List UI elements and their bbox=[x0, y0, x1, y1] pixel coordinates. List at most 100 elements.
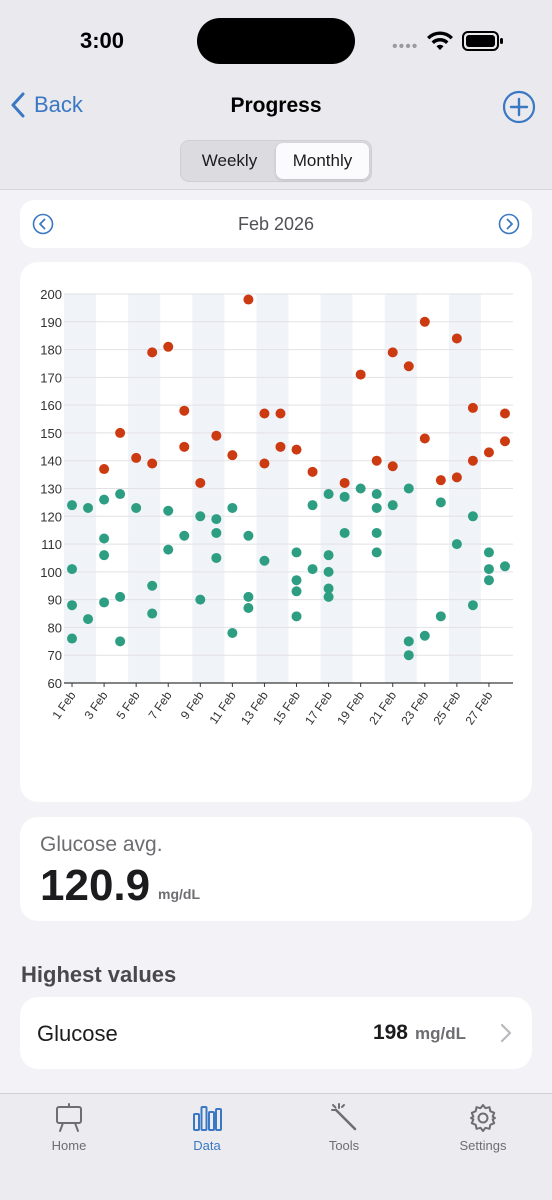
data-point bbox=[339, 527, 350, 538]
data-point bbox=[307, 500, 318, 511]
chevron-left-icon bbox=[11, 92, 25, 118]
data-point bbox=[243, 591, 254, 602]
data-point-high bbox=[499, 436, 510, 447]
tab-tools-label: Tools bbox=[328, 1138, 360, 1153]
data-point-high bbox=[99, 464, 110, 475]
data-point bbox=[467, 511, 478, 522]
data-point bbox=[163, 505, 174, 516]
data-point-high bbox=[291, 444, 302, 455]
data-point-high bbox=[467, 455, 478, 466]
highest-metric-unit: mg/dL bbox=[415, 1024, 466, 1043]
data-point-high bbox=[163, 341, 174, 352]
magic-wand-icon bbox=[331, 1103, 357, 1131]
data-point bbox=[243, 602, 254, 613]
data-point bbox=[307, 564, 318, 575]
chevron-right-icon bbox=[500, 1023, 512, 1043]
add-button[interactable] bbox=[502, 90, 536, 124]
y-tick-label: 120 bbox=[40, 509, 62, 524]
data-point-high bbox=[339, 477, 350, 488]
x-tick-label: 3 Feb bbox=[81, 688, 110, 721]
data-point-high bbox=[419, 433, 430, 444]
data-point bbox=[131, 502, 142, 513]
data-point bbox=[83, 614, 94, 625]
highest-glucose-row[interactable]: Glucose 198 mg/dL bbox=[20, 997, 532, 1069]
tab-data[interactable]: Data bbox=[157, 1102, 257, 1153]
y-tick-label: 140 bbox=[40, 454, 62, 469]
y-tick-label: 170 bbox=[40, 370, 62, 385]
data-point bbox=[371, 527, 382, 538]
y-tick-label: 60 bbox=[48, 676, 62, 691]
data-point bbox=[467, 600, 478, 611]
data-point bbox=[435, 497, 446, 508]
tab-bar: Home Data Tools Settings bbox=[0, 1093, 552, 1200]
back-button[interactable]: Back bbox=[10, 92, 83, 118]
data-point bbox=[147, 580, 158, 591]
y-tick-label: 70 bbox=[48, 648, 62, 663]
data-point bbox=[67, 500, 78, 511]
data-point-high bbox=[227, 450, 238, 461]
data-point-high bbox=[147, 347, 158, 358]
data-point bbox=[195, 594, 206, 605]
y-tick-label: 180 bbox=[40, 343, 62, 358]
data-point-high bbox=[467, 402, 478, 413]
tab-tools[interactable]: Tools bbox=[294, 1102, 394, 1153]
y-tick-label: 130 bbox=[40, 482, 62, 497]
glucose-chart-card: 60 70 80 90 100 110 120 130 140 150 160 170 180 190 20… bbox=[20, 262, 532, 802]
page-title: Progress bbox=[230, 94, 322, 117]
data-point bbox=[323, 489, 334, 500]
data-point bbox=[483, 575, 494, 586]
tab-settings[interactable]: Settings bbox=[433, 1102, 533, 1153]
data-point bbox=[419, 630, 430, 641]
battery-icon bbox=[462, 31, 503, 51]
data-point bbox=[339, 491, 350, 502]
tab-data-label: Data bbox=[193, 1138, 221, 1153]
data-point bbox=[291, 611, 302, 622]
y-tick-label: 190 bbox=[40, 315, 62, 330]
dynamic-island bbox=[197, 18, 355, 64]
data-point bbox=[115, 636, 126, 647]
data-point-high bbox=[387, 347, 398, 358]
period-segmented-control: Weekly Monthly bbox=[180, 140, 372, 182]
tab-settings-label: Settings bbox=[459, 1138, 507, 1153]
next-month-button[interactable] bbox=[498, 213, 520, 235]
data-point bbox=[451, 539, 462, 550]
data-point bbox=[323, 566, 334, 577]
data-point-high bbox=[131, 452, 142, 463]
data-point bbox=[323, 583, 334, 594]
data-point bbox=[83, 502, 94, 513]
data-point bbox=[291, 586, 302, 597]
x-tick-label: 23 Feb bbox=[398, 688, 431, 727]
y-tick-label: 200 bbox=[40, 287, 62, 302]
gear-icon bbox=[470, 1104, 496, 1132]
highest-metric-value: 198 bbox=[372, 1021, 408, 1044]
status-bar: 3:00 •••• bbox=[0, 0, 552, 80]
tab-home[interactable]: Home bbox=[19, 1102, 119, 1153]
data-point bbox=[371, 502, 382, 513]
x-tick-label: 27 Feb bbox=[463, 688, 496, 727]
data-point bbox=[115, 489, 126, 500]
y-tick-label: 150 bbox=[40, 426, 62, 441]
data-point bbox=[179, 530, 190, 541]
data-point bbox=[291, 547, 302, 558]
segment-monthly[interactable]: Monthly bbox=[276, 143, 369, 179]
data-point-high bbox=[275, 441, 286, 452]
data-point bbox=[355, 483, 366, 494]
highest-values-heading: Highest values bbox=[21, 962, 177, 987]
data-point-high bbox=[371, 455, 382, 466]
x-tick-label: 13 Feb bbox=[238, 688, 271, 727]
data-point-high bbox=[243, 294, 254, 305]
data-point bbox=[435, 611, 446, 622]
data-point bbox=[387, 500, 398, 511]
wifi-icon bbox=[427, 31, 453, 50]
segment-weekly[interactable]: Weekly bbox=[201, 151, 258, 170]
month-selector: Feb 2026 bbox=[20, 200, 532, 248]
data-point-high bbox=[195, 477, 206, 488]
data-point-high bbox=[211, 430, 222, 441]
data-point bbox=[323, 550, 334, 561]
data-point bbox=[67, 600, 78, 611]
average-label: Glucose avg. bbox=[40, 833, 163, 856]
previous-month-button[interactable] bbox=[32, 213, 54, 235]
highest-metric-name: Glucose bbox=[37, 1021, 118, 1046]
data-point bbox=[163, 544, 174, 555]
data-point-high bbox=[355, 369, 366, 380]
